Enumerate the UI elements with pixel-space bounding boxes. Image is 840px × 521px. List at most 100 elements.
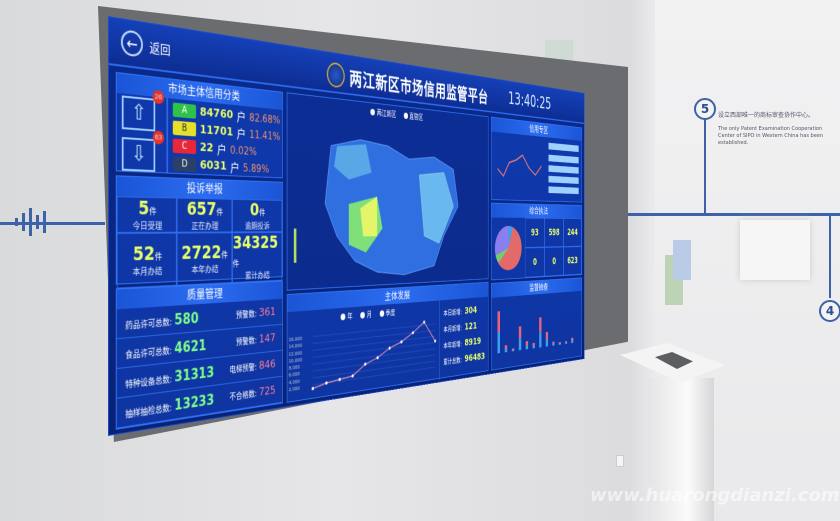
wall-caption-en: The only Patent Examination Cooperation … — [718, 126, 824, 146]
stat-unit: 件 — [259, 209, 266, 219]
stat-value: 657 — [186, 198, 217, 220]
enforcement-pie-chart — [494, 226, 522, 271]
enforcement-stat[interactable]: 598 — [544, 218, 564, 248]
grade-pct: 5.89% — [242, 161, 270, 175]
stat-value: 0 — [552, 256, 556, 267]
inspection-bar-chart — [497, 311, 574, 354]
dashboard-screen: ← 返回 两江新区市场信用监管平台 13:40:25 市场主体信用分类 ⇧ 26 ⇩… — [108, 16, 585, 436]
stat-unit: 件 — [216, 208, 224, 218]
bar — [571, 337, 574, 341]
grade-count: 84760 — [199, 105, 234, 123]
district-map[interactable] — [287, 108, 488, 289]
data-point — [325, 381, 328, 385]
bar — [518, 326, 522, 339]
quality-value: 4621 — [174, 336, 207, 357]
map-panel: 两江新区 直管区 — [286, 92, 489, 291]
stat-value: 5 — [138, 197, 150, 220]
stat-value: 244 — [567, 227, 578, 238]
wall-graphic — [673, 240, 691, 280]
stat-label: 本年新增: — [443, 340, 462, 351]
enforcement-stat[interactable]: 0 — [524, 247, 545, 278]
emblem-icon — [326, 61, 345, 89]
enforcement-stat[interactable]: 244 — [563, 218, 582, 247]
bar — [545, 339, 549, 347]
bar — [518, 338, 522, 351]
wall-caption-cn: 设立西部唯一的商标审查协作中心。 — [718, 112, 815, 119]
gridline — [313, 343, 435, 358]
bar — [571, 340, 574, 344]
stat-value: 0 — [532, 256, 537, 268]
stat-value: 121 — [464, 320, 477, 333]
stat-label: 本年办结 — [191, 264, 219, 276]
grade-unit: 户 — [217, 143, 227, 158]
credit-zone-chart — [491, 142, 579, 195]
stat-label: 累计总数: — [443, 356, 462, 367]
arrow-down-icon: ⇩ — [131, 141, 147, 167]
stat-value: 623 — [567, 255, 578, 267]
map-region[interactable] — [325, 137, 458, 279]
data-point — [311, 386, 315, 391]
development-line-chart: 16,00014,00012,00010,0008,0006,0004,0002… — [289, 313, 439, 393]
stat-value: 52 — [132, 242, 155, 265]
stat-label: 今日受理 — [132, 222, 163, 232]
complaint-stat[interactable]: 2722件 本年办结 — [177, 232, 232, 286]
bar — [552, 343, 555, 346]
y-tick-label: 16,000 — [289, 337, 303, 344]
complaint-stat[interactable]: 5件 今日受理 — [116, 196, 178, 233]
alert-label: 预警数: — [235, 336, 257, 348]
alert-value: 846 — [258, 357, 276, 373]
wall-socket — [616, 455, 624, 467]
enforcement-stat[interactable]: 0 — [544, 246, 564, 277]
grade-tag: B — [172, 120, 197, 137]
y-tick-label: 6,000 — [289, 372, 300, 379]
stat-label: 累计办结 — [245, 271, 270, 282]
y-tick-label: 4,000 — [289, 379, 300, 386]
alert-label: 预警数: — [235, 310, 257, 321]
complaint-stat[interactable]: 657件正在办理 — [177, 197, 232, 233]
credit-panel: 市场主体信用分类 ⇧ 26 ⇩ 63 A 84760 户 82.68% B 11701 户 11.… — [115, 71, 283, 179]
grade-unit: 户 — [230, 161, 240, 176]
bar — [545, 331, 549, 340]
grade-unit: 户 — [236, 110, 246, 125]
complaint-stat[interactable]: 34325 件 累计办结 — [231, 232, 283, 283]
watermark: www.huarongdianzi.com — [590, 485, 840, 506]
inspection-panel: 监督抽查 — [490, 277, 582, 371]
bar — [532, 345, 535, 349]
map-scale-bar — [293, 228, 297, 263]
complaint-stat[interactable]: 52件 本月办结 — [116, 232, 178, 289]
bar — [497, 311, 501, 333]
bar — [532, 342, 535, 346]
stat-unit: 件 — [154, 252, 162, 263]
credit-zone-panel: 信用专区 — [490, 116, 582, 203]
complaint-stat[interactable]: 0件 逾期投诉 — [231, 198, 283, 233]
wall-timeline-right — [618, 213, 840, 216]
wall-timeline-left — [0, 222, 105, 225]
gridline — [313, 336, 435, 350]
quality-value: 13233 — [174, 390, 215, 414]
stat-value: 2722 — [181, 241, 222, 264]
grade-tag: D — [172, 156, 197, 172]
credit-downgrade-button[interactable]: ⇩ 63 — [121, 130, 165, 173]
back-button[interactable]: ← 返回 — [120, 28, 170, 61]
stat-value: 96483 — [464, 350, 485, 365]
enforcement-stat[interactable]: 623 — [563, 246, 582, 276]
bar — [539, 332, 542, 348]
wall-desk-illustration — [740, 220, 810, 280]
upgrade-count-badge: 26 — [152, 89, 165, 105]
alert-value: 361 — [258, 305, 276, 320]
credit-upgrade-button[interactable]: ⇧ 26 — [121, 89, 165, 132]
data-point — [364, 362, 367, 366]
stat-unit: 件 — [232, 260, 240, 270]
y-tick-label: 2,000 — [289, 386, 300, 393]
gridline — [313, 330, 435, 343]
downgrade-count-badge: 63 — [152, 130, 165, 145]
quality-value: 31313 — [174, 363, 215, 385]
bar — [504, 348, 508, 353]
stat-label: 正在办理 — [191, 222, 219, 232]
quality-label: 抽样抽检总数: — [125, 403, 173, 420]
bar — [539, 317, 542, 333]
grade-pct: 0.02% — [230, 143, 257, 158]
enforcement-stat[interactable]: 93 — [524, 217, 545, 248]
credit-zone-list — [548, 142, 579, 195]
gridline — [313, 355, 435, 371]
